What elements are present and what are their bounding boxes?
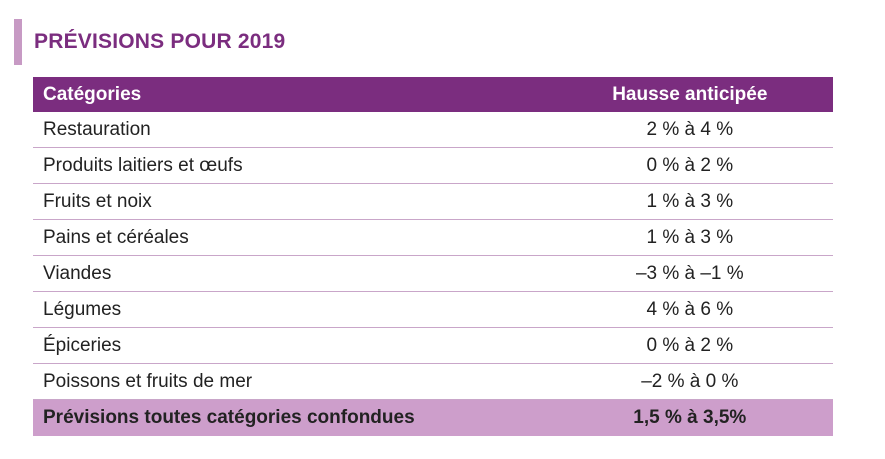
row-increase: 0 % à 2 % [646, 154, 734, 176]
row-increase: 0 % à 2 % [646, 334, 734, 356]
page-title: PRÉVISIONS POUR 2019 [34, 30, 286, 53]
row-category: Fruits et noix [43, 190, 152, 212]
row-increase: –3 % à –1 % [635, 262, 744, 284]
row-category: Légumes [43, 298, 122, 320]
table-row: Épiceries 0 % à 2 % [33, 328, 833, 364]
row-category: Restauration [43, 118, 151, 140]
row-category: Pains et céréales [43, 226, 189, 248]
header-increase: Hausse anticipée [612, 83, 768, 105]
row-category: Viandes [43, 262, 112, 284]
title-accent-bar [14, 19, 22, 65]
total-category: Prévisions toutes catégories confondues [43, 407, 415, 428]
row-increase: –2 % à 0 % [641, 370, 739, 392]
table-row: Pains et céréales 1 % à 3 % [33, 220, 833, 256]
table-row: Fruits et noix 1 % à 3 % [33, 184, 833, 220]
row-increase: 4 % à 6 % [646, 298, 734, 320]
row-increase: 1 % à 3 % [646, 190, 734, 212]
row-increase: 2 % à 4 % [646, 118, 734, 140]
total-increase: 1,5 % à 3,5% [633, 407, 747, 428]
row-category: Épiceries [43, 334, 122, 356]
row-increase: 1 % à 3 % [646, 226, 734, 248]
forecast-table: Catégories Hausse anticipée Restauration… [33, 77, 833, 436]
table-row: Restauration 2 % à 4 % [33, 112, 833, 148]
table-row: Viandes –3 % à –1 % [33, 256, 833, 292]
table-row: Poissons et fruits de mer –2 % à 0 % [33, 364, 833, 400]
header-category: Catégories [43, 83, 142, 105]
table-row: Légumes 4 % à 6 % [33, 292, 833, 328]
row-category: Poissons et fruits de mer [43, 370, 253, 392]
row-category: Produits laitiers et œufs [43, 154, 243, 176]
table-total-row: Prévisions toutes catégories confondues … [33, 400, 833, 436]
table-header-row: Catégories Hausse anticipée [33, 77, 833, 112]
table-row: Produits laitiers et œufs 0 % à 2 % [33, 148, 833, 184]
